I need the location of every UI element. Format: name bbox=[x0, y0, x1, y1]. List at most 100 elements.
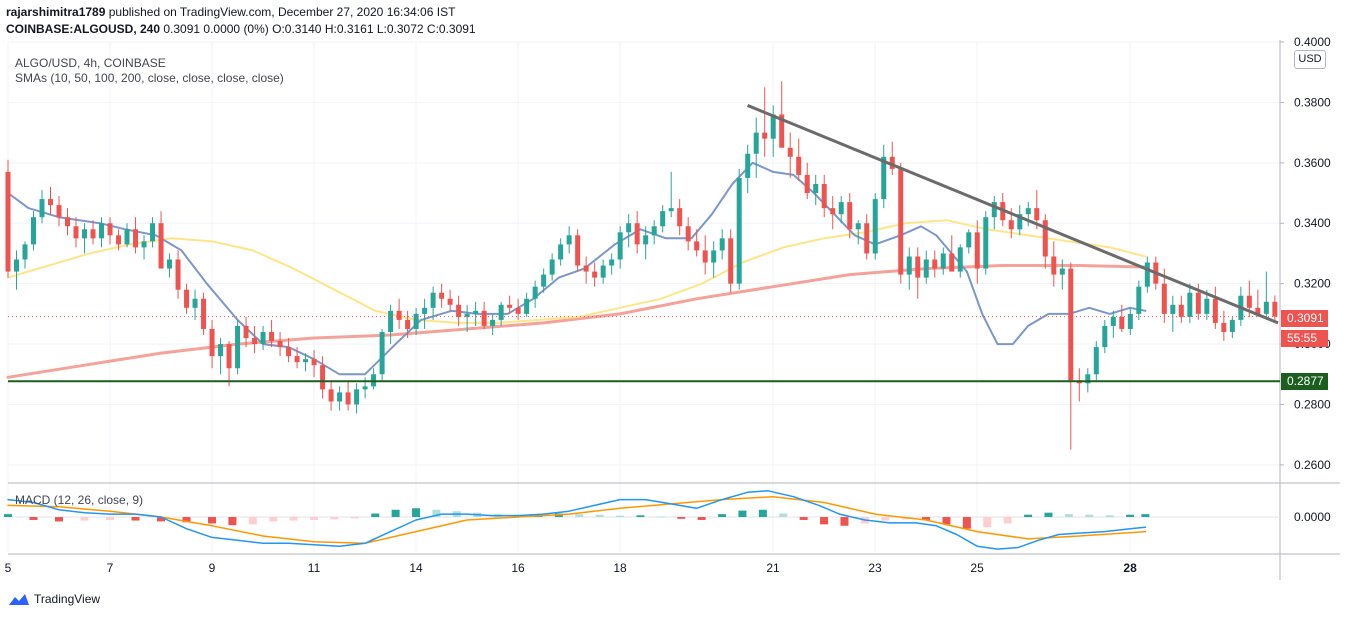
macd-histogram-bar bbox=[677, 517, 686, 519]
candles bbox=[5, 81, 1278, 450]
candle-down bbox=[889, 141, 895, 175]
candle-body bbox=[957, 247, 963, 272]
candle-body bbox=[881, 156, 887, 200]
candle-down bbox=[864, 214, 870, 260]
candle-up bbox=[490, 313, 496, 336]
candle-body bbox=[473, 310, 479, 314]
candle-down bbox=[396, 298, 402, 329]
candle-body bbox=[22, 244, 28, 260]
candle-down bbox=[447, 289, 453, 311]
candle-body bbox=[532, 286, 538, 299]
candle-body bbox=[439, 292, 445, 299]
candle-down bbox=[932, 250, 938, 278]
candle-body bbox=[906, 256, 912, 275]
macd-histogram-bar bbox=[330, 517, 339, 520]
candle-up bbox=[141, 235, 147, 260]
candle-body bbox=[388, 310, 394, 332]
candle-body bbox=[158, 223, 164, 269]
candle-body bbox=[677, 208, 683, 227]
candle-down bbox=[107, 217, 113, 245]
candle-down bbox=[1068, 262, 1074, 450]
candle-body bbox=[575, 235, 581, 266]
macd-histogram-bar bbox=[575, 514, 584, 518]
candle-body bbox=[804, 174, 810, 194]
candle-body bbox=[1187, 292, 1193, 317]
y-tick-label: 0.2800 bbox=[1294, 397, 1331, 411]
candle-body bbox=[235, 325, 241, 369]
candle-up bbox=[549, 253, 555, 281]
candle-up bbox=[558, 238, 564, 266]
sma10-line bbox=[7, 161, 1147, 376]
candle-down bbox=[1051, 241, 1057, 287]
grid bbox=[7, 41, 1280, 552]
symbol-line: COINBASE:ALGOUSD, 240 0.3091 0.0000 (0%)… bbox=[6, 22, 476, 36]
candle-up bbox=[192, 289, 198, 320]
x-tick-label: 16 bbox=[511, 561, 525, 575]
macd-histogram-bar bbox=[432, 509, 441, 518]
macd-histogram-bar bbox=[983, 517, 992, 528]
candle-body bbox=[694, 241, 700, 251]
candle-up bbox=[498, 301, 504, 326]
macd-histogram bbox=[4, 508, 1150, 529]
candle-body bbox=[175, 259, 181, 290]
candle-body bbox=[243, 325, 249, 339]
candle-body bbox=[940, 253, 946, 269]
macd-histogram-bar bbox=[182, 517, 191, 523]
tradingview-logo[interactable]: TradingView bbox=[8, 592, 100, 606]
candle-body bbox=[651, 226, 657, 236]
macd-histogram-bar bbox=[269, 517, 278, 522]
candle-up bbox=[643, 226, 649, 260]
macd-histogram-bar bbox=[106, 517, 115, 520]
candle-up bbox=[838, 196, 844, 224]
macd-histogram-bar bbox=[697, 517, 706, 520]
candle-down bbox=[294, 347, 300, 369]
publisher-line: rajarshimitra1789 published on TradingVi… bbox=[6, 5, 455, 19]
candle-body bbox=[753, 132, 759, 154]
candle-up bbox=[770, 105, 776, 157]
candle-body bbox=[949, 253, 955, 272]
macd-histogram-bar bbox=[799, 517, 808, 520]
macd-histogram-bar bbox=[718, 514, 727, 518]
candle-up bbox=[906, 247, 912, 290]
candle-down bbox=[226, 341, 232, 387]
candle-down bbox=[821, 174, 827, 218]
candle-body bbox=[150, 223, 156, 242]
candle-up bbox=[753, 117, 759, 178]
symbol-label: COINBASE:ALGOUSD, 240 bbox=[6, 22, 161, 36]
candle-up bbox=[660, 205, 666, 233]
currency-label[interactable]: USD bbox=[1294, 50, 1326, 69]
candle-down bbox=[65, 208, 71, 236]
y-tick-label: 0.3200 bbox=[1294, 277, 1331, 291]
candle-body bbox=[966, 232, 972, 248]
candle-body bbox=[1059, 268, 1065, 275]
macd-histogram-bar bbox=[80, 517, 89, 521]
candle-body bbox=[821, 183, 827, 209]
candle-body bbox=[1085, 374, 1091, 384]
macd-histogram-bar bbox=[350, 517, 359, 519]
sma50-line bbox=[7, 219, 1147, 324]
candle-up bbox=[940, 247, 946, 275]
candle-body bbox=[1102, 325, 1108, 348]
candle-body bbox=[56, 205, 62, 218]
candle-up bbox=[651, 220, 657, 245]
symbol-legend: ALGO/USD, 4h, COINBASE bbox=[15, 56, 166, 70]
candle-up bbox=[532, 280, 538, 308]
candle-up bbox=[1127, 307, 1133, 336]
candle-down bbox=[345, 380, 351, 411]
candle-body bbox=[167, 259, 173, 269]
tradingview-logo-icon bbox=[9, 594, 29, 605]
candle-body bbox=[779, 114, 785, 148]
candle-body bbox=[430, 292, 436, 308]
y-tick-label: 0.2600 bbox=[1294, 458, 1331, 472]
sma-legend[interactable]: SMAs (10, 50, 100, 200, close, close, cl… bbox=[15, 71, 284, 85]
x-tick-label: 9 bbox=[209, 561, 216, 575]
macd-legend[interactable]: MACD (12, 26, close, 9) bbox=[15, 493, 144, 507]
candle-up bbox=[464, 304, 470, 332]
candle-body bbox=[311, 359, 317, 366]
candle-down bbox=[677, 199, 683, 236]
candle-down bbox=[1272, 295, 1278, 323]
candle-body bbox=[983, 217, 989, 269]
candle-body bbox=[515, 307, 521, 314]
candle-down bbox=[328, 380, 334, 411]
